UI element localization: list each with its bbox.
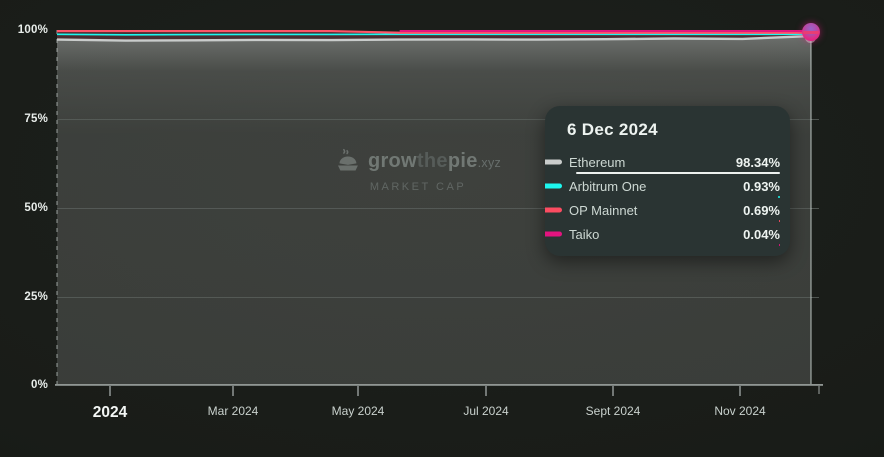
op-mainnet-label: OP Mainnet xyxy=(569,202,638,218)
op-mainnet-line xyxy=(57,30,811,34)
y-axis-label-50: 50% xyxy=(24,202,48,214)
arbitrum-line xyxy=(57,33,811,36)
y-axis-label-0: 0% xyxy=(30,379,48,391)
op-mainnet-share-bar xyxy=(778,220,780,222)
y-axis-label-75: 75% xyxy=(24,113,48,125)
y-axis-label-25: 25% xyxy=(24,291,48,303)
pie-logo-icon xyxy=(337,148,358,171)
x-tick-may xyxy=(357,386,359,396)
watermark-brand: growthepie.xyz xyxy=(367,149,502,172)
tooltip-row-ethereum: Ethereum 98.34% xyxy=(545,150,790,174)
ethereum-line xyxy=(57,34,812,42)
arbitrum-value: 0.93% xyxy=(743,178,780,194)
tooltip-row-taiko: Taiko 0.04% xyxy=(545,222,790,246)
ethereum-value: 98.34% xyxy=(735,154,780,170)
gridline-50 xyxy=(57,208,819,209)
y-axis-label-100: 100% xyxy=(17,24,48,36)
x-tick-jul xyxy=(485,386,487,396)
tooltip-row-op-mainnet: OP Mainnet 0.69% xyxy=(545,198,790,222)
x-tick-sept xyxy=(612,386,614,396)
ethereum-color-pill xyxy=(545,159,562,165)
taiko-share-bar xyxy=(778,244,780,246)
watermark-tagline: MARKET CAP xyxy=(369,181,467,193)
tooltip-row-arbitrum: Arbitrum One 0.93% xyxy=(545,174,790,198)
x-axis-line xyxy=(55,384,823,386)
arbitrum-color-pill xyxy=(545,183,562,189)
x-axis-label-may: May 2024 xyxy=(331,404,385,418)
x-axis-label-jul: Jul 2024 xyxy=(463,404,509,418)
tooltip-date: 6 Dec 2024 xyxy=(567,120,658,139)
x-axis-label-sept: Sept 2024 xyxy=(585,404,641,418)
ethereum-share-bar xyxy=(576,172,780,174)
gridline-25 xyxy=(57,297,819,298)
x-tick-nov xyxy=(739,386,741,396)
ethereum-label: Ethereum xyxy=(569,154,626,170)
x-axis-label-2024: 2024 xyxy=(92,404,128,421)
x-axis-label-mar: Mar 2024 xyxy=(207,404,259,418)
x-tick-right-edge xyxy=(818,386,820,394)
x-tick-jan xyxy=(109,386,111,396)
arbitrum-share-bar xyxy=(778,196,780,198)
taiko-value: 0.04% xyxy=(743,226,780,242)
hover-tooltip: 6 Dec 2024 Ethereum 98.34% Arbitrum One … xyxy=(545,106,790,256)
growthepie-watermark: growthepie.xyz MARKET CAP xyxy=(335,148,501,193)
arbitrum-label: Arbitrum One xyxy=(569,178,647,194)
taiko-hover-marker xyxy=(802,23,820,41)
x-axis-label-nov: Nov 2024 xyxy=(714,404,766,418)
op-mainnet-value: 0.69% xyxy=(743,202,780,218)
x-tick-mar xyxy=(232,386,234,396)
hover-crosshair-line xyxy=(810,33,812,385)
taiko-label: Taiko xyxy=(569,226,600,242)
gridline-75 xyxy=(57,119,819,120)
taiko-color-pill xyxy=(545,231,562,237)
op-mainnet-color-pill xyxy=(545,207,562,213)
